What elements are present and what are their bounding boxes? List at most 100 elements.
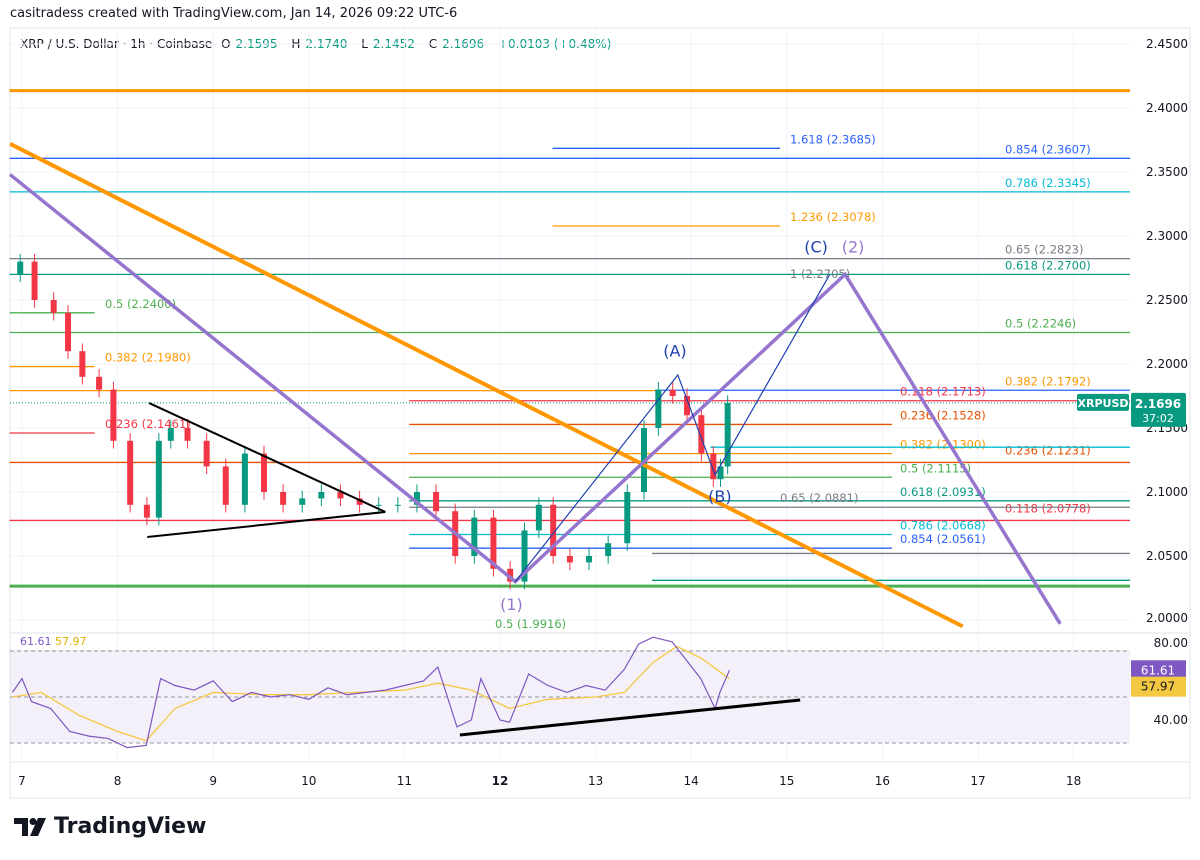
tradingview-logo[interactable]: TradingView <box>14 814 206 839</box>
purple-wave-path <box>8 173 1062 625</box>
rsi-legend-value: 61.61 <box>20 635 52 648</box>
rsi-value-tag <box>1131 660 1186 681</box>
fib-level-label: 0.854 (2.3607) <box>1005 142 1091 156</box>
fib-level-label: 1.236 (2.3078) <box>790 210 876 224</box>
x-tick-label: 7 <box>18 774 26 788</box>
wave-label: (C) <box>804 238 828 257</box>
candle-up <box>717 466 724 480</box>
author-credit: casitradess created with TradingView.com… <box>10 6 458 21</box>
rsi-legend: 61.61 57.97 <box>20 635 87 648</box>
fib-level-label: 0.65 (2.2823) <box>1005 243 1083 257</box>
fib-level-label: 1.618 (2.3685) <box>790 132 876 146</box>
y-tick-label: 2.1000 <box>1146 485 1188 499</box>
candle-down <box>203 440 210 467</box>
symbol-tag <box>1077 393 1129 411</box>
fib-level-label: 0.5 (2.1115) <box>900 461 971 475</box>
wave-label: (2) <box>842 238 865 257</box>
x-tick-label: 16 <box>875 774 890 788</box>
candle-up <box>413 492 420 505</box>
rsi-tick-label: 80.00 <box>1154 636 1188 650</box>
candle-up <box>521 530 528 582</box>
candle-up <box>241 453 248 505</box>
fib-level-label: 0.236 (2.1231) <box>1005 443 1091 457</box>
fib-level-label: 0.118 (2.0778) <box>1005 501 1091 515</box>
triangle-upper <box>148 402 386 513</box>
y-tick-label: 2.0000 <box>1146 611 1188 625</box>
fib-level-label: 0.236 (2.1528) <box>900 408 986 422</box>
candle-down <box>143 504 150 518</box>
y-tick-label: 2.2000 <box>1146 357 1188 371</box>
fib-level-label: 0.65 (2.0881) <box>780 491 858 505</box>
candle-down <box>110 389 117 441</box>
rsi-line <box>11 636 730 749</box>
candle-down <box>684 396 691 416</box>
candle-down <box>710 453 717 480</box>
triangle-lower <box>147 510 386 539</box>
wave-label: (1) <box>500 595 523 614</box>
candle-up <box>394 504 401 506</box>
x-tick-label: 11 <box>397 774 412 788</box>
rsi-ma-legend-value: 57.97 <box>55 635 87 648</box>
fib-level-label: 0.5 (2.2400) <box>105 297 176 311</box>
candle-down <box>356 498 363 505</box>
y-tick-label: 2.4000 <box>1146 101 1188 115</box>
candle-down <box>184 428 191 441</box>
rsi-trendline <box>459 698 801 737</box>
fib-level-label: 0.236 (2.1461) <box>105 417 191 431</box>
fib-level-label: 0.786 (2.3345) <box>1005 176 1091 190</box>
rsi-value-text: 61.61 <box>1141 663 1175 677</box>
candle-down <box>433 492 440 512</box>
last-price-tag <box>1131 392 1186 427</box>
y-tick-label: 2.0500 <box>1146 549 1188 563</box>
candle-down <box>127 440 134 505</box>
fib-level-label: 0.382 (2.1300) <box>900 438 986 452</box>
orange-trendline <box>9 142 964 629</box>
y-tick-label: 2.3000 <box>1146 229 1188 243</box>
candle-up <box>155 440 162 518</box>
candle-up <box>471 517 478 556</box>
candle-up <box>724 402 731 467</box>
candle-down <box>507 568 514 582</box>
fib-level-label: 0.618 (2.2700) <box>1005 258 1091 272</box>
candle-down <box>222 466 229 505</box>
candle-up <box>624 492 631 544</box>
x-tick-label: 9 <box>209 774 217 788</box>
rsi-tick-label: 40.00 <box>1154 713 1188 727</box>
candle-down <box>337 492 344 499</box>
candle-up <box>655 389 662 428</box>
x-tick-label: 13 <box>588 774 603 788</box>
x-tick-label: 15 <box>779 774 794 788</box>
tradingview-logo-icon <box>14 817 46 836</box>
y-tick-label: 2.3500 <box>1146 165 1188 179</box>
candle-down <box>280 492 287 505</box>
candle-down <box>698 415 705 454</box>
rsi-ma-line <box>12 645 730 742</box>
fib-level-label: 0.5 (1.9916) <box>495 617 566 631</box>
x-tick-label: 10 <box>301 774 316 788</box>
bar-countdown-text: 37:02 <box>1142 412 1174 425</box>
wave-label: (A) <box>663 341 686 360</box>
candle-down <box>31 261 38 300</box>
wave-label: (B) <box>708 487 731 506</box>
candle-down <box>490 517 497 569</box>
candle-up <box>167 428 174 441</box>
candle-up <box>375 504 382 506</box>
candle-down <box>566 556 573 563</box>
fib-level-label: 0.786 (2.0668) <box>900 518 986 532</box>
fib-level-label: 0.382 (2.1792) <box>1005 375 1091 389</box>
candle-up <box>17 261 24 275</box>
candle-up <box>605 543 612 556</box>
rsi-ma-tag <box>1131 676 1186 697</box>
y-tick-label: 2.4500 <box>1146 37 1188 51</box>
candle-down <box>261 453 267 492</box>
candle-down <box>96 376 103 390</box>
candle-down <box>550 504 557 556</box>
y-tick-label: 2.2500 <box>1146 293 1188 307</box>
x-tick-label: 14 <box>684 774 699 788</box>
candle-up <box>318 492 325 499</box>
logo-text: TradingView <box>54 814 207 839</box>
candle-down <box>65 312 72 352</box>
chart-frame <box>9 27 1191 799</box>
